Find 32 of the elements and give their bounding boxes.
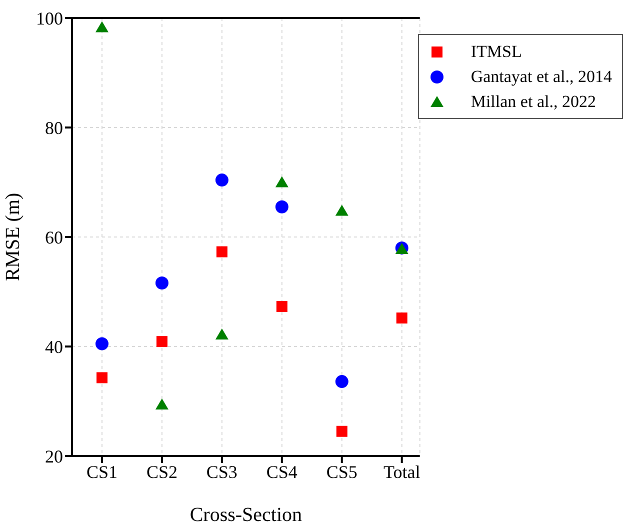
y-tick-label: 60 <box>45 227 63 248</box>
point <box>155 398 168 410</box>
point <box>335 204 348 216</box>
point <box>396 312 408 324</box>
legend-label: ITMSL <box>470 41 522 63</box>
legend-label: Gantayat et al., 2014 <box>470 66 612 88</box>
y-axis-title: RMSE (m) <box>2 192 24 282</box>
point <box>335 375 348 388</box>
x-tick-label: CS2 <box>146 462 178 482</box>
x-tick-label: CS5 <box>326 462 358 482</box>
x-axis-title: Cross-Section <box>190 504 302 526</box>
x-tick-label: CS3 <box>206 462 238 482</box>
x-tick-label: Total <box>383 462 420 482</box>
point <box>275 176 288 188</box>
y-tick-label: 100 <box>36 8 63 28</box>
x-tick-label: CS1 <box>86 462 118 482</box>
y-tick-label: 20 <box>45 446 63 466</box>
point <box>95 337 108 350</box>
y-tick-label: 80 <box>45 118 63 138</box>
point <box>216 246 228 258</box>
point <box>155 276 168 290</box>
point <box>276 301 288 312</box>
point <box>215 328 228 340</box>
point <box>156 336 168 348</box>
point <box>96 372 108 384</box>
legend-label: Millan et al., 2022 <box>470 91 596 113</box>
x-tick-label: CS4 <box>266 462 298 482</box>
y-tick-label: 40 <box>45 336 63 357</box>
point <box>215 174 228 187</box>
point <box>275 200 288 214</box>
point <box>95 21 108 32</box>
point <box>336 426 348 437</box>
